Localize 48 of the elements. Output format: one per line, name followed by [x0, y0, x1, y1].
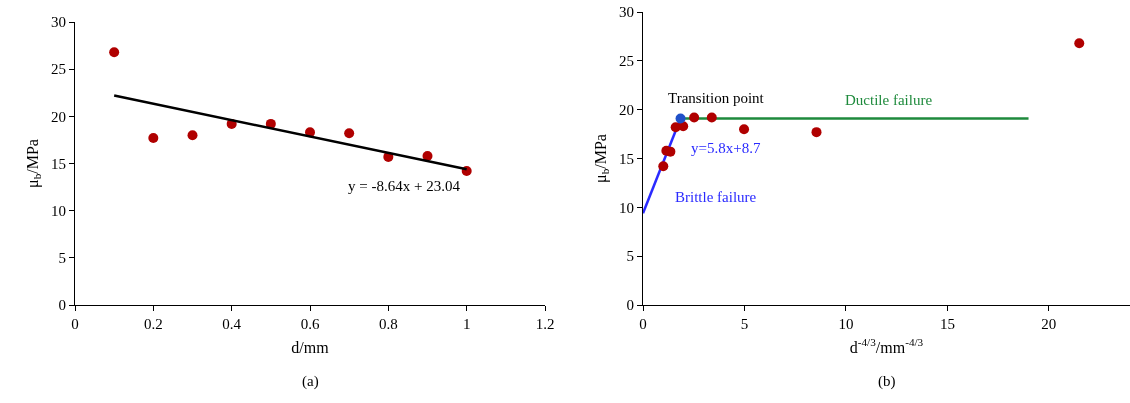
- annotation: Transition point: [668, 90, 765, 106]
- y-tick-label: 5: [58, 250, 66, 267]
- x-tick-label: 10: [838, 316, 854, 332]
- x-tick-label: 1.2: [535, 316, 555, 332]
- point: [706, 112, 717, 123]
- x-tick-label: 0.6: [300, 316, 320, 332]
- y-tick-label: 30: [51, 14, 66, 31]
- y-tick-label: 0: [626, 297, 634, 314]
- x-tick-label: 0.2: [143, 316, 163, 332]
- y-tick-label: 25: [51, 61, 66, 78]
- annotation: y = -8.64x + 23.04: [348, 178, 461, 194]
- annotation: y=5.8x+8.7: [691, 140, 761, 156]
- x-tick-label: 0: [71, 316, 79, 332]
- annotation: Brittle failure: [675, 189, 757, 205]
- x-tick-label: 0.8: [378, 316, 398, 332]
- point: [689, 112, 700, 123]
- point: [675, 113, 686, 124]
- point: [1074, 38, 1085, 49]
- y-tick-label: 10: [619, 199, 634, 216]
- x-tick-label: 15: [939, 316, 955, 332]
- x-tick-label: 20: [1041, 316, 1057, 332]
- point: [670, 122, 681, 133]
- x-tick-label: 5: [740, 316, 749, 332]
- y-tick-label: 10: [51, 202, 66, 219]
- point: [109, 47, 120, 58]
- x-tick-label: 0: [639, 316, 647, 332]
- y-tick-label: 15: [51, 155, 66, 172]
- point: [187, 130, 198, 141]
- y-tick-label: 30: [619, 4, 634, 21]
- y-tick-label: 5: [626, 248, 634, 265]
- x-tick-label: 1: [462, 316, 471, 332]
- point: [811, 127, 822, 138]
- y-tick-label: 25: [619, 53, 634, 70]
- y-tick-label: 20: [51, 108, 66, 125]
- y-tick-label: 20: [619, 101, 634, 118]
- point: [148, 133, 159, 144]
- x-axis-title: d$^{-4/3}$/mm$^{-4/3}$: [849, 335, 924, 356]
- point: [739, 124, 750, 135]
- y-tick-label: 0: [58, 297, 66, 314]
- point: [422, 150, 433, 161]
- point: [658, 161, 669, 172]
- x-axis-title: d/mm: [291, 338, 330, 356]
- annotation: Ductile failure: [845, 92, 933, 108]
- text: (b): [878, 373, 896, 390]
- x-tick-label: 0.4: [222, 316, 242, 332]
- point: [344, 128, 355, 139]
- text: (a): [302, 373, 319, 390]
- y-tick-label: 15: [619, 150, 634, 167]
